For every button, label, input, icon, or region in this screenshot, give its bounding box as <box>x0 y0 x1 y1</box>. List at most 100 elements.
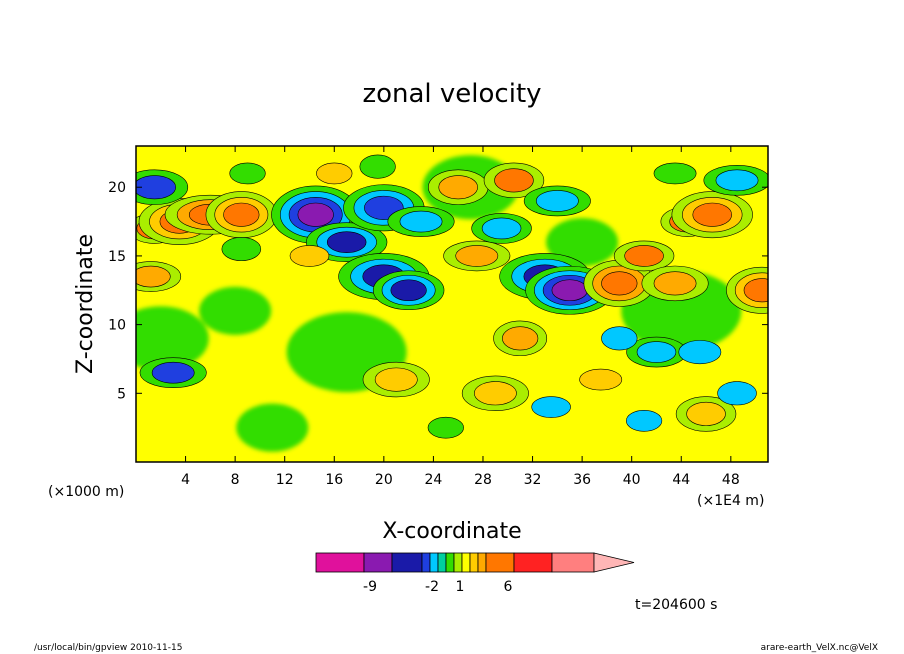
x-tick-label: 40 <box>623 472 641 488</box>
field-blob <box>136 169 189 205</box>
field-blob <box>703 165 768 196</box>
y-tick-label: 20 <box>108 180 126 196</box>
contour-ring <box>390 279 427 302</box>
field-blob <box>717 381 757 406</box>
contour-ring <box>481 217 522 240</box>
colorbar-segment <box>315 552 365 573</box>
field-blob <box>523 185 591 217</box>
contour-ring <box>715 169 759 192</box>
contour-ring <box>743 278 768 303</box>
contour-ring <box>399 210 443 233</box>
field-blob <box>483 162 545 199</box>
field-blob <box>531 396 571 418</box>
colorbar-tick-label: -9 <box>363 579 377 595</box>
contour-ring <box>374 367 418 392</box>
field-blob <box>641 265 709 302</box>
x-tick-label: 28 <box>474 472 492 488</box>
time-label: t=204600 s <box>635 597 717 613</box>
field-blob <box>359 154 396 179</box>
colorbar-segment <box>453 552 463 573</box>
field-blob <box>579 368 623 391</box>
contour-ring <box>624 245 664 267</box>
contour-ring <box>455 245 499 267</box>
y-tick-label: 10 <box>108 318 126 334</box>
field-blob <box>289 245 330 267</box>
colorbar-tick-label: -2 <box>425 579 439 595</box>
footer-left: /usr/local/bin/gpview 2010-11-15 <box>34 643 182 653</box>
contour-ring <box>535 190 579 212</box>
y-axis: 5 10 15 20 <box>108 180 768 402</box>
colorbar: -9 -2 1 6 <box>315 552 635 595</box>
field-blob <box>443 240 511 272</box>
field-blob <box>583 259 655 307</box>
colorbar-tick-label: 1 <box>456 579 465 595</box>
x-axis: 4 8 12 16 20 24 28 32 36 40 44 48 <box>181 146 740 488</box>
y-tick-label: 5 <box>117 386 126 402</box>
field-blob <box>671 191 753 239</box>
colorbar-segment <box>513 552 553 573</box>
contour-ring <box>151 361 195 384</box>
y-axis-label: Z-coordinate <box>73 234 98 374</box>
field-region <box>136 306 209 371</box>
colorbar-segment <box>485 552 515 573</box>
contour-ring <box>136 175 176 200</box>
x-axis-label: X-coordinate <box>382 519 521 544</box>
field-region <box>546 218 619 267</box>
field-blob <box>613 240 675 272</box>
contour-ring <box>601 326 638 351</box>
contour-ring <box>579 368 623 391</box>
contour-ring <box>717 381 757 406</box>
colorbar-segment <box>469 552 479 573</box>
contour-ring <box>221 237 262 262</box>
chart-title: zonal velocity <box>362 79 541 109</box>
x-unit-left: (×1000 m) <box>48 484 124 500</box>
colorbar-segment <box>461 552 471 573</box>
field-region <box>199 286 272 335</box>
field-blob <box>372 270 445 311</box>
contour-ring <box>229 162 266 185</box>
contour-ring <box>653 271 697 296</box>
footer-right: arare-earth_VelX.nc@VelX <box>761 643 878 653</box>
contour-ring <box>551 279 588 302</box>
colorbar-segment <box>363 552 393 573</box>
contour-ring <box>223 202 260 227</box>
contour-ring <box>653 162 697 185</box>
contour-ring <box>316 162 353 185</box>
colorbar-segment <box>551 552 595 573</box>
contour-ring <box>494 168 534 193</box>
colorbar-segment <box>445 552 455 573</box>
x-tick-label: 4 <box>181 472 190 488</box>
x-tick-label: 36 <box>573 472 591 488</box>
field-blob <box>221 237 262 262</box>
contour-ring <box>531 396 571 418</box>
field-blob <box>427 169 489 205</box>
field-blob <box>675 396 737 432</box>
x-tick-label: 48 <box>722 472 740 488</box>
contour-ring <box>438 175 478 200</box>
field-blob <box>493 320 548 357</box>
contour-ring <box>686 401 726 426</box>
field-blob <box>387 206 455 237</box>
field-blob <box>726 266 768 314</box>
plot-frame <box>135 145 769 463</box>
field-blob <box>461 375 529 412</box>
contour-ring <box>678 340 722 365</box>
x-unit-right: (×1E4 m) <box>697 493 764 509</box>
field-blob <box>471 213 532 244</box>
contour-ring <box>289 245 330 267</box>
x-tick-label: 44 <box>672 472 690 488</box>
field-blob <box>205 191 278 239</box>
colorbar-segment <box>477 552 487 573</box>
field-region <box>236 403 309 452</box>
contour-ring <box>297 202 334 227</box>
contour-field <box>136 154 768 452</box>
field-blob <box>139 357 207 388</box>
colorbar-segment <box>421 552 431 573</box>
field-blob <box>316 162 353 185</box>
contour-ring <box>625 409 663 432</box>
colorbar-tick-label: 6 <box>504 579 513 595</box>
plot-area <box>135 145 769 463</box>
contour-ring <box>136 265 171 288</box>
x-tick-label: 12 <box>276 472 294 488</box>
